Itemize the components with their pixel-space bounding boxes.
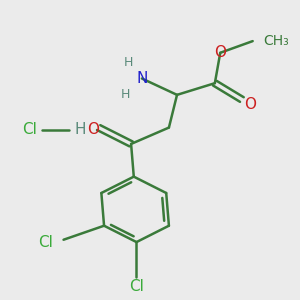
Text: O: O: [244, 97, 256, 112]
Text: H: H: [74, 122, 86, 137]
Text: CH₃: CH₃: [263, 34, 289, 48]
Text: Cl: Cl: [129, 280, 144, 295]
Text: H: H: [124, 56, 133, 69]
Text: Cl: Cl: [38, 235, 53, 250]
Text: Cl: Cl: [22, 122, 37, 137]
Text: O: O: [214, 45, 226, 60]
Text: H: H: [121, 88, 130, 101]
Text: N: N: [136, 71, 148, 86]
Text: O: O: [87, 122, 99, 137]
